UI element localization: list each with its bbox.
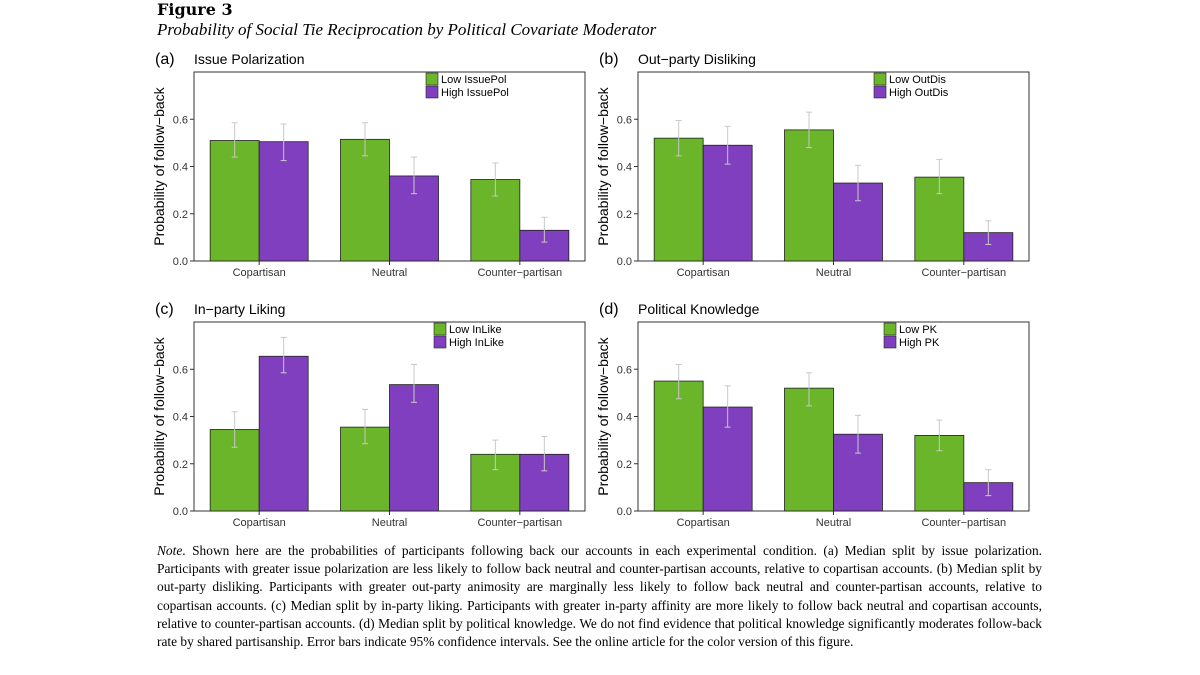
panel-1-bar-low bbox=[209, 140, 260, 262]
panel-3-legend-swatch bbox=[433, 335, 447, 349]
panel-2-ytick-label: 0.6 bbox=[617, 114, 632, 126]
panel-1-xtick-label: Neutral bbox=[372, 267, 407, 279]
panel-2-ylabel: Probability of follow−back bbox=[595, 86, 611, 245]
panel-1-legend-label: Low IssuePol bbox=[441, 74, 506, 86]
panel-1-xtick-label: Copartisan bbox=[233, 267, 286, 279]
panel-4-title: Political Knowledge bbox=[638, 301, 760, 317]
panel-1-ylabel: Probability of follow−back bbox=[151, 86, 167, 245]
figure-note: Note. Shown here are the probabilities o… bbox=[157, 542, 1042, 651]
panel-3-legend-swatch bbox=[433, 322, 447, 336]
panel-3-label: (c) bbox=[155, 301, 174, 318]
panel-4-ytick-label: 0.2 bbox=[617, 459, 632, 471]
panel-4-bar-low bbox=[653, 380, 704, 512]
panel-2-title: Out−party Disliking bbox=[638, 51, 756, 67]
panel-3-title: In−party Liking bbox=[194, 301, 285, 317]
panel-4-bar-high bbox=[963, 482, 1014, 512]
figure-charts: (a) Issue Polarization 0.0 0.2 0.4 0.6 Probabi… bbox=[151, 51, 1030, 529]
note-label: Note bbox=[157, 543, 183, 558]
panel-4-ytick-label: 0.0 bbox=[617, 506, 632, 518]
panel-4-bar-low bbox=[784, 387, 834, 512]
panel-3-ytick-label: 0.6 bbox=[173, 364, 188, 376]
panel-2-legend-swatch bbox=[873, 72, 887, 86]
panel-1-legend-swatch bbox=[425, 72, 439, 86]
panel-1-ytick-label: 0.4 bbox=[173, 162, 188, 174]
panel-2-legend-swatch bbox=[873, 85, 887, 99]
panel-3-xtick-label: Counter−partisan bbox=[477, 517, 562, 529]
panel-2-legend-label: Low OutDis bbox=[889, 74, 946, 86]
panel-2-xtick-label: Copartisan bbox=[677, 267, 730, 279]
panel-1-ytick-label: 0.6 bbox=[173, 114, 188, 126]
panel-1-bar-high bbox=[258, 141, 309, 262]
panel-4-xtick-label: Counter−partisan bbox=[921, 517, 1006, 529]
panel-3-legend-label: High InLike bbox=[449, 337, 504, 349]
panel-4-legend-label: Low PK bbox=[899, 324, 938, 336]
panel-4-legend-label: High PK bbox=[899, 337, 940, 349]
figure-subtitle: Probability of Social Tie Reciprocation … bbox=[157, 20, 657, 39]
panel-3-xtick-label: Copartisan bbox=[233, 517, 286, 529]
panel-2-label: (b) bbox=[599, 51, 619, 68]
panel-3-xtick-label: Neutral bbox=[372, 517, 407, 529]
panel-1-label: (a) bbox=[155, 51, 175, 68]
panel-3-bar-high bbox=[258, 355, 309, 512]
panel-1-bar-low bbox=[340, 138, 390, 262]
panel-2-legend-label: High OutDis bbox=[889, 87, 949, 99]
panel-2-xtick-label: Counter−partisan bbox=[921, 267, 1006, 279]
panel-2-xtick-label: Neutral bbox=[816, 267, 851, 279]
panel-3-ytick-label: 0.2 bbox=[173, 459, 188, 471]
panel-4-legend-swatch bbox=[883, 322, 897, 336]
panel-1-ytick-label: 0.0 bbox=[173, 256, 188, 268]
panel-4-xtick-label: Neutral bbox=[816, 517, 851, 529]
panel-3-ytick-label: 0.0 bbox=[173, 506, 188, 518]
panel-2-bar-low bbox=[653, 137, 704, 262]
panel-2-ytick-label: 0.0 bbox=[617, 256, 632, 268]
panel-3-bar-high bbox=[389, 384, 439, 512]
figure-title: Figure 3 bbox=[157, 0, 233, 19]
panel-2-ytick-label: 0.2 bbox=[617, 209, 632, 221]
panel-2-bar-low bbox=[784, 129, 834, 262]
note-text: . Shown here are the probabilities of pa… bbox=[157, 543, 1042, 650]
panel-1-legend-swatch bbox=[425, 85, 439, 99]
panel-4-legend-swatch bbox=[883, 335, 897, 349]
panel-4-label: (d) bbox=[599, 301, 619, 318]
panel-1-legend-label: High IssuePol bbox=[441, 87, 509, 99]
panel-3-legend-label: Low InLike bbox=[449, 324, 502, 336]
panel-3-ylabel: Probability of follow−back bbox=[151, 336, 167, 495]
panel-3-ytick-label: 0.4 bbox=[173, 412, 188, 424]
panel-4-ytick-label: 0.6 bbox=[617, 364, 632, 376]
panel-4-xtick-label: Copartisan bbox=[677, 517, 730, 529]
panel-1-xtick-label: Counter−partisan bbox=[477, 267, 562, 279]
panel-4-ylabel: Probability of follow−back bbox=[595, 336, 611, 495]
panel-1-ytick-label: 0.2 bbox=[173, 209, 188, 221]
panel-1-title: Issue Polarization bbox=[194, 51, 305, 67]
panel-2-ytick-label: 0.4 bbox=[617, 162, 632, 174]
panel-4-ytick-label: 0.4 bbox=[617, 412, 632, 424]
